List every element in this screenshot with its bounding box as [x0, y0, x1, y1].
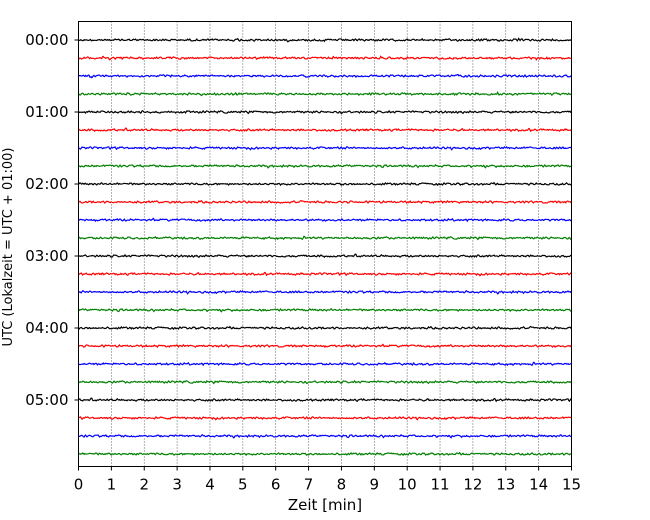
seismic-trace — [78, 397, 572, 403]
x-tick-label: 5 — [238, 476, 248, 494]
seismic-trace — [78, 271, 572, 277]
y-tick-label: 02:00 — [25, 175, 68, 193]
x-tick-label: 3 — [172, 476, 182, 494]
seismic-trace — [78, 163, 572, 169]
seismic-trace — [78, 91, 572, 97]
y-axis-ticks: 00:00 01:00 02:00 03:00 04:00 05:00 — [25, 31, 79, 409]
seismic-trace — [78, 343, 572, 349]
seismic-trace — [78, 307, 572, 313]
y-tick-label: 01:00 — [25, 103, 68, 121]
x-tick-label: 8 — [337, 476, 347, 494]
x-tick-label: 7 — [304, 476, 314, 494]
x-tick-label: 14 — [529, 476, 548, 494]
y-tick-label: 05:00 — [25, 391, 68, 409]
x-tick-label: 11 — [430, 476, 449, 494]
seismic-trace — [78, 361, 572, 367]
seismic-traces — [78, 37, 572, 457]
seismic-trace — [78, 217, 572, 223]
seismic-trace — [78, 325, 572, 331]
x-tick-label: 10 — [398, 476, 417, 494]
seismic-trace — [78, 379, 572, 385]
x-tick-label: 2 — [139, 476, 149, 494]
x-tick-label: 9 — [370, 476, 380, 494]
seismic-trace — [78, 145, 572, 151]
plot-frame — [78, 21, 572, 467]
x-tick-label: 0 — [74, 476, 84, 494]
x-tick-label: 15 — [562, 476, 581, 494]
x-axis-ticks: 0 1 2 3 4 5 6 7 8 9 10 11 12 13 14 15 — [74, 466, 581, 494]
seismic-trace — [78, 109, 572, 115]
x-tick-label: 6 — [271, 476, 281, 494]
seismic-trace — [78, 55, 572, 62]
x-tick-label: 12 — [463, 476, 482, 494]
seismic-trace — [78, 73, 572, 79]
seismic-trace — [78, 127, 572, 133]
seismic-trace — [78, 433, 572, 439]
seismic-trace — [78, 235, 572, 241]
seismic-trace — [78, 415, 572, 421]
seismic-trace — [78, 289, 572, 295]
y-tick-label: 04:00 — [25, 319, 68, 337]
seismic-trace — [78, 451, 572, 457]
x-tick-label: 1 — [107, 476, 117, 494]
y-tick-label: 03:00 — [25, 247, 68, 265]
y-axis-label: UTC (Lokalzeit = UTC + 01:00) — [1, 148, 16, 347]
x-tick-label: 13 — [496, 476, 515, 494]
seismic-trace — [78, 37, 572, 43]
x-tick-label: 4 — [205, 476, 215, 494]
y-tick-label: 00:00 — [25, 31, 68, 49]
seismic-trace — [78, 253, 572, 259]
x-axis-label: Zeit [min] — [288, 496, 362, 514]
seismic-trace — [78, 181, 572, 187]
seismic-trace — [78, 199, 572, 205]
